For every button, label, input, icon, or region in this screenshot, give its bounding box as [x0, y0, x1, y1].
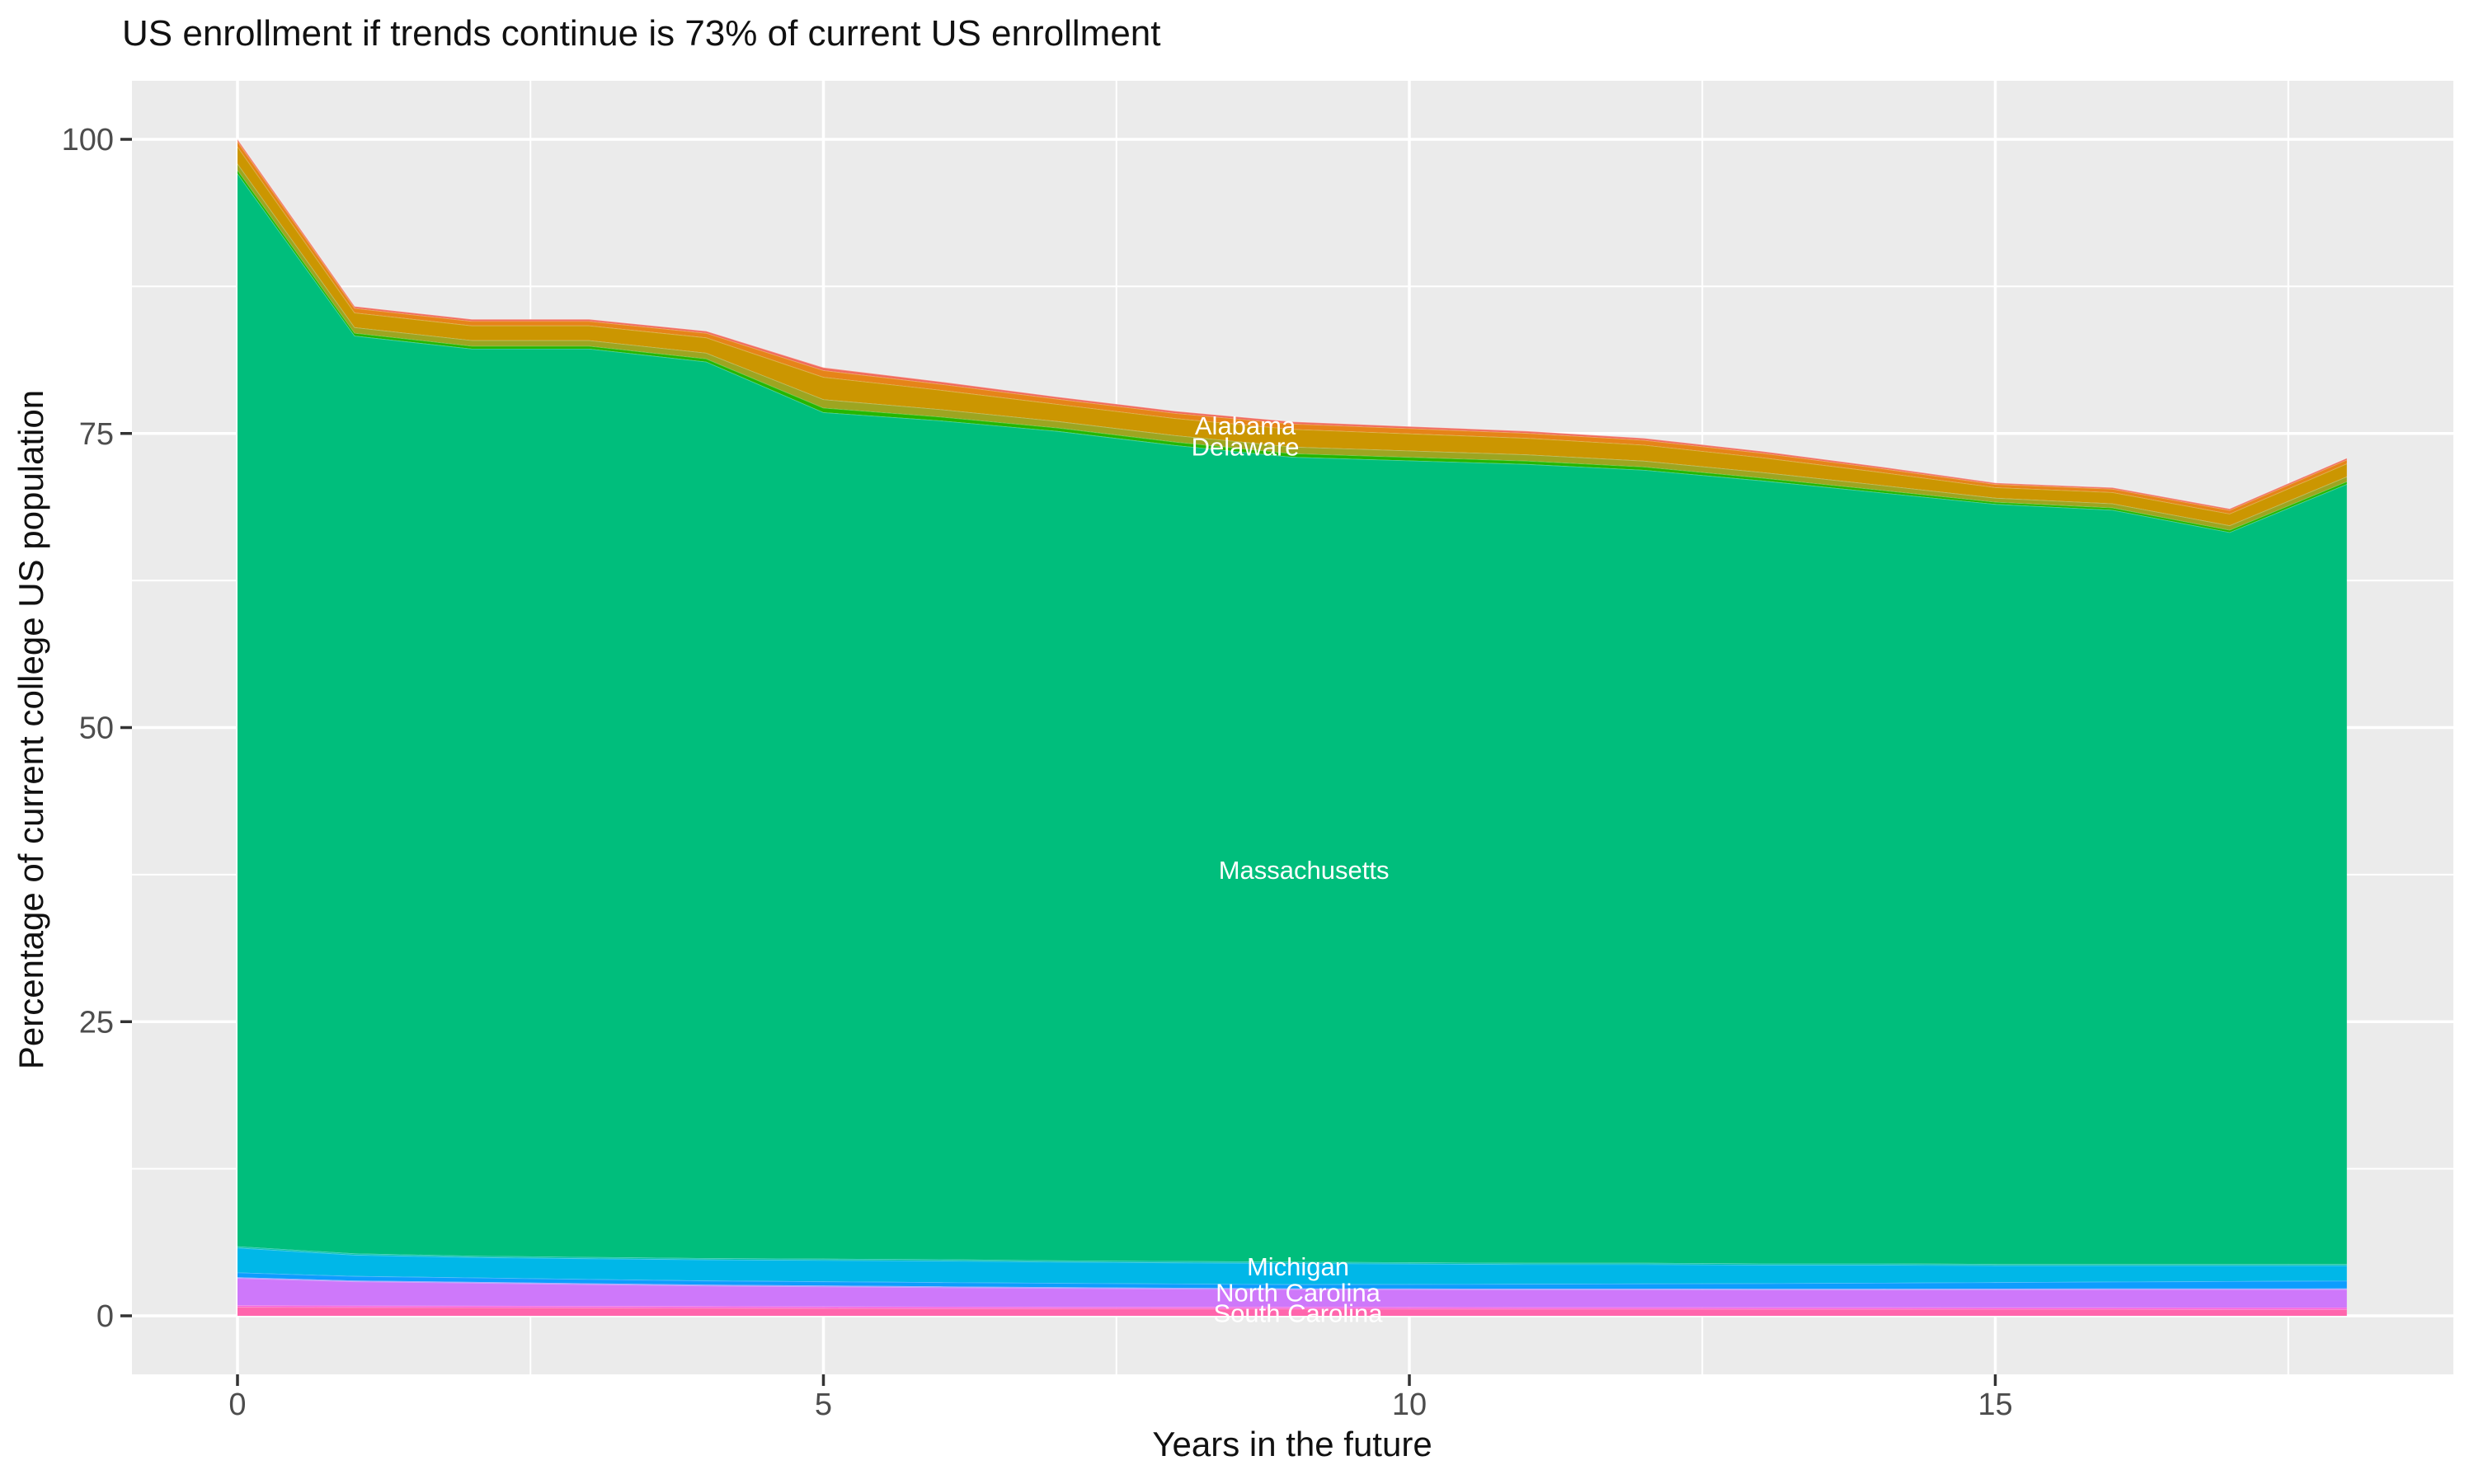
x-tick-label: 15: [1978, 1388, 2012, 1422]
state-label-north-carolina: North Carolina: [1216, 1278, 1381, 1307]
area-unlabeled-sliver-1: [238, 1305, 2347, 1310]
area-massachusetts: [238, 173, 2347, 1265]
y-tick-label: 100: [62, 123, 114, 157]
area-edge-unlabeled-sliver-7: [237, 139, 2348, 510]
x-tick-label: 10: [1392, 1388, 1427, 1422]
x-axis-title: Years in the future: [1152, 1425, 1432, 1463]
state-label-massachusetts: Massachusetts: [1219, 856, 1390, 885]
state-label-south-carolina: South Carolina: [1213, 1298, 1383, 1327]
area-south-carolina: [238, 1307, 2347, 1316]
y-tick-label: 25: [79, 1005, 114, 1040]
area-unlabeled-sliver-3: [238, 1272, 2347, 1289]
y-tick-label: 75: [79, 417, 114, 452]
y-tick-label: 0: [96, 1299, 114, 1334]
state-label-delaware: Delaware: [1192, 432, 1300, 461]
state-label-alabama: Alabama: [1195, 411, 1296, 440]
area-michigan: [238, 1247, 2347, 1284]
x-tick-label: 0: [228, 1388, 246, 1422]
chart-title: US enrollment if trends continue is 73% …: [122, 13, 1161, 54]
y-tick-label: 50: [79, 711, 114, 746]
state-label-michigan: Michigan: [1247, 1252, 1349, 1281]
x-tick-label: 5: [815, 1388, 832, 1422]
area-north-carolina: [238, 1278, 2347, 1308]
area-alabama: [238, 146, 2347, 526]
